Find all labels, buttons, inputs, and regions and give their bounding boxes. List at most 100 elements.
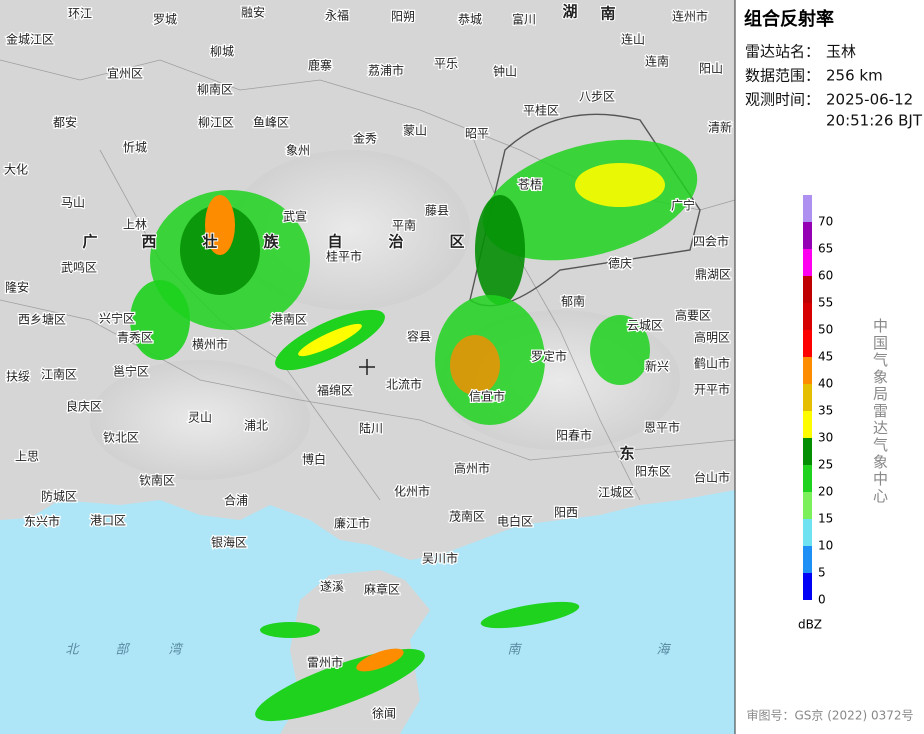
legend-label: 10 bbox=[818, 539, 833, 553]
place-label: 武鸣区 bbox=[61, 260, 97, 275]
place-label: 西乡塘区 bbox=[18, 312, 66, 327]
place-label: 浦北 bbox=[244, 419, 268, 433]
place-label: 鹿寨 bbox=[308, 58, 332, 73]
place-label: 陆川 bbox=[359, 421, 383, 436]
region-label: 北 bbox=[65, 643, 80, 658]
place-label: 清新 bbox=[708, 120, 732, 135]
place-label: 罗定市 bbox=[531, 349, 567, 364]
legend-swatch bbox=[803, 222, 812, 249]
range-label: 数据范围： bbox=[745, 67, 820, 85]
place-label: 台山市 bbox=[694, 470, 730, 485]
place-label: 阳西 bbox=[554, 506, 578, 520]
legend-swatch bbox=[803, 249, 812, 276]
place-label: 柳南区 bbox=[197, 82, 233, 97]
legend-label: 55 bbox=[818, 296, 833, 310]
place-label: 钦南区 bbox=[139, 473, 175, 488]
place-label: 荔浦市 bbox=[368, 63, 404, 78]
place-label: 藤县 bbox=[425, 204, 449, 218]
place-label: 电白区 bbox=[497, 514, 533, 529]
place-label: 青秀区 bbox=[117, 331, 153, 345]
place-label: 阳朔 bbox=[391, 9, 415, 24]
place-label: 连州市 bbox=[672, 9, 708, 24]
place-label: 廉江市 bbox=[334, 516, 370, 531]
place-label: 云城区 bbox=[627, 319, 663, 333]
place-label: 遂溪 bbox=[320, 580, 344, 594]
place-label: 吴川市 bbox=[422, 551, 458, 566]
region-label: 西 bbox=[141, 233, 156, 251]
place-label: 广宁 bbox=[671, 198, 695, 213]
legend-swatch bbox=[803, 357, 812, 384]
legend-label: 70 bbox=[818, 215, 833, 229]
place-label: 阳春市 bbox=[556, 428, 592, 443]
place-label: 八步区 bbox=[579, 90, 615, 104]
place-label: 雷州市 bbox=[307, 655, 343, 670]
place-label: 连南 bbox=[645, 54, 669, 69]
legend-label: 65 bbox=[818, 242, 833, 256]
place-label: 阳山 bbox=[699, 62, 723, 76]
place-label: 恩平市 bbox=[644, 420, 680, 435]
place-label: 桂平市 bbox=[326, 249, 362, 264]
place-label: 永福 bbox=[325, 8, 349, 23]
legend-unit: dBZ bbox=[798, 618, 822, 632]
place-label: 鹤山市 bbox=[694, 356, 730, 371]
place-label: 金城江区 bbox=[6, 32, 54, 47]
region-label: 海 bbox=[656, 643, 671, 658]
place-label: 阳东区 bbox=[635, 465, 671, 479]
place-label: 开平市 bbox=[694, 382, 730, 397]
place-label: 钦北区 bbox=[103, 431, 139, 445]
legend-swatch bbox=[803, 438, 812, 465]
legend-label: 0 bbox=[818, 593, 826, 607]
place-label: 高州市 bbox=[454, 461, 490, 476]
place-label: 横州市 bbox=[192, 337, 228, 352]
legend-label: 15 bbox=[818, 512, 833, 526]
place-label: 高明区 bbox=[694, 330, 730, 345]
place-label: 柳城 bbox=[210, 45, 234, 59]
legend-swatch bbox=[803, 573, 812, 600]
panel-title: 组合反射率 bbox=[744, 8, 834, 30]
place-label: 忻城 bbox=[123, 141, 147, 155]
place-label: 融安 bbox=[241, 5, 265, 20]
region-label: 壮 bbox=[202, 233, 217, 251]
time: 20:51:26 BJT bbox=[826, 112, 923, 130]
legend-swatch bbox=[803, 465, 812, 492]
place-label: 麻章区 bbox=[364, 582, 400, 597]
radar-site bbox=[359, 359, 375, 375]
place-label: 茂南区 bbox=[449, 509, 485, 524]
place-label: 江城区 bbox=[598, 486, 634, 500]
sea bbox=[0, 490, 735, 734]
place-label: 徐闻 bbox=[372, 706, 396, 721]
legend-label: 45 bbox=[818, 350, 833, 364]
place-label: 邕宁区 bbox=[113, 364, 149, 379]
legend-swatch bbox=[803, 546, 812, 573]
legend-label: 35 bbox=[818, 404, 833, 418]
place-label: 港口区 bbox=[90, 514, 126, 528]
place-label: 防城区 bbox=[41, 489, 77, 504]
place-label: 富川 bbox=[512, 12, 536, 27]
terrain bbox=[90, 360, 310, 480]
place-label: 上林 bbox=[123, 218, 147, 232]
place-label: 平乐 bbox=[434, 57, 458, 71]
place-label: 都安 bbox=[53, 115, 77, 130]
place-label: 昭平 bbox=[465, 127, 489, 141]
region-label: 自 bbox=[327, 233, 342, 251]
place-label: 江南区 bbox=[41, 367, 77, 382]
place-label: 灵山 bbox=[188, 411, 212, 425]
legend-label: 40 bbox=[818, 377, 833, 391]
place-label: 马山 bbox=[61, 196, 85, 210]
place-label: 钟山 bbox=[493, 64, 517, 79]
station: 玉林 bbox=[826, 43, 856, 61]
legend-label: 20 bbox=[818, 485, 833, 499]
place-label: 信宜市 bbox=[469, 389, 505, 404]
station-label: 雷达站名： bbox=[745, 43, 820, 61]
legend-label: 60 bbox=[818, 269, 833, 283]
place-label: 兴宁区 bbox=[99, 311, 135, 326]
region-label: 湖 bbox=[562, 3, 577, 21]
region-label: 湾 bbox=[168, 642, 183, 658]
place-label: 合浦 bbox=[224, 493, 248, 508]
place-label: 扶绥 bbox=[6, 369, 30, 384]
place-label: 罗城 bbox=[153, 13, 177, 27]
legend-swatch bbox=[803, 303, 812, 330]
place-label: 容县 bbox=[407, 329, 431, 344]
legend-label: 50 bbox=[818, 323, 833, 337]
